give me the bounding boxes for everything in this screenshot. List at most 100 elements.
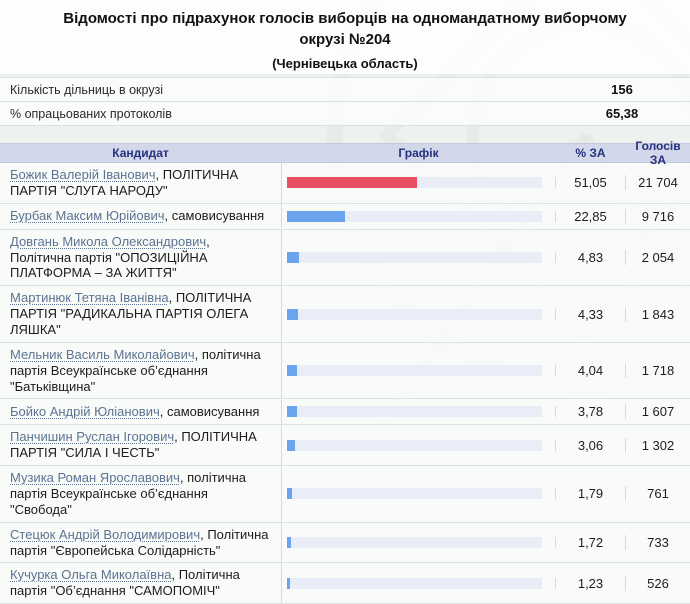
candidate-row: Мартинюк Тетяна Іванівна, ПОЛІТИЧНА ПАРТ… <box>0 286 690 343</box>
candidate-link[interactable]: Бойко Андрій Юліанович <box>10 404 160 420</box>
candidate-party: , самовисування <box>164 208 265 224</box>
districts-count-value: 156 <box>611 82 633 97</box>
results-rows: Божик Валерій Іванович, ПОЛІТИЧНА ПАРТІЯ… <box>0 163 690 604</box>
vote-bar-track <box>287 488 542 500</box>
vote-bar <box>287 177 418 189</box>
votes-cell: 526 <box>647 575 669 591</box>
vote-bar-track <box>287 406 542 418</box>
candidate-row: Музика Роман Ярославович, політична парт… <box>0 466 690 523</box>
candidate-row: Бойко Андрій Юліанович, самовисування 3,… <box>0 399 690 426</box>
percent-cell: 3,06 <box>556 437 626 453</box>
votes-cell: 761 <box>647 486 669 502</box>
candidate-link[interactable]: Стецюк Андрій Володимирович <box>10 526 201 542</box>
candidate-row: Кучурка Ольга Миколаївна, Політична парт… <box>0 563 690 604</box>
vote-bar <box>287 210 346 222</box>
protocols-percent-label: % опрацьованих протоколів <box>10 106 172 121</box>
votes-cell: 733 <box>647 535 669 551</box>
candidate-party: , ПОЛІТИЧНА ПАРТІЯ "РАДИКАЛЬНА ПАРТІЯ ОЛ… <box>10 290 252 338</box>
chart-cell <box>282 365 556 377</box>
candidate-link[interactable]: Кучурка Ольга Миколаївна <box>10 567 172 583</box>
votes-cell: 9 716 <box>641 208 675 224</box>
candidate-cell: Панчишин Руслан Ігорович, ПОЛІТИЧНА ПАРТ… <box>0 425 282 466</box>
chart-cell <box>282 308 556 320</box>
percent-cell: 4,83 <box>556 250 626 265</box>
candidate-link[interactable]: Мельник Василь Миколайович <box>10 346 195 362</box>
vote-bar-track <box>287 577 542 589</box>
vote-bar <box>287 439 295 451</box>
percent-cell: 4,33 <box>556 306 626 322</box>
vote-bar <box>287 577 291 589</box>
candidate-row: Довгань Микола Олександрович, Політична … <box>0 229 690 287</box>
vote-bar-track <box>287 308 542 320</box>
results-table: Кандидат Графік % ЗА Голосів ЗА Божик Ва… <box>0 139 690 604</box>
candidate-party: , політична партія Всеукраїнське об’єдна… <box>10 470 246 517</box>
vote-bar <box>287 252 300 263</box>
vote-bar <box>287 537 292 549</box>
districts-count-label: Кількість дільниць в окрузі <box>10 82 164 97</box>
votes-cell: 2 054 <box>641 250 675 265</box>
vote-bar-track <box>287 365 542 377</box>
candidate-cell: Кучурка Ольга Миколаївна, Політична парт… <box>0 563 282 604</box>
percent-cell: 1,79 <box>556 486 626 502</box>
candidate-party: , Політична партія "ОПОЗИЦІЙНА ПЛАТФОРМА… <box>10 233 210 281</box>
candidate-row: Панчишин Руслан Ігорович, ПОЛІТИЧНА ПАРТ… <box>0 425 690 467</box>
candidate-cell: Бойко Андрій Юліанович, самовисування <box>0 400 282 424</box>
percent-cell: 1,72 <box>556 535 626 551</box>
vote-bar <box>287 488 292 500</box>
candidate-cell: Бурбак Максим Юрійович, самовисування <box>0 204 282 229</box>
vote-bar-track <box>287 439 542 451</box>
summary-info: Кількість дільниць в окрузі 156 % опраць… <box>0 77 690 126</box>
candidate-party: , самовисування <box>159 404 260 420</box>
candidate-cell: Музика Роман Ярославович, політична парт… <box>0 466 282 522</box>
candidate-link[interactable]: Музика Роман Ярославович <box>10 470 180 486</box>
candidate-link[interactable]: Довгань Микола Олександрович <box>10 233 207 249</box>
header-votes: Голосів ЗА <box>635 139 681 167</box>
candidate-cell: Стецюк Андрій Володимирович, Політична п… <box>0 522 282 563</box>
percent-cell: 51,05 <box>556 175 626 191</box>
candidate-link[interactable]: Божик Валерій Іванович <box>10 167 156 182</box>
percent-cell: 4,04 <box>556 363 626 379</box>
chart-cell <box>282 210 556 222</box>
info-row-districts: Кількість дільниць в окрузі 156 <box>0 77 690 102</box>
candidate-party: , ПОЛІТИЧНА ПАРТІЯ "СИЛА І ЧЕСТЬ" <box>10 429 257 461</box>
candidate-row: Божик Валерій Іванович, ПОЛІТИЧНА ПАРТІЯ… <box>0 163 690 204</box>
header-percent: % ЗА <box>556 146 626 160</box>
vote-bar-track <box>287 210 542 222</box>
votes-cell: 1 607 <box>641 404 675 420</box>
chart-cell <box>282 177 556 189</box>
results-table-header: Кандидат Графік % ЗА Голосів ЗА <box>0 139 690 167</box>
candidate-link[interactable]: Мартинюк Тетяна Іванівна <box>10 290 169 306</box>
votes-cell: 1 718 <box>641 363 675 379</box>
vote-bar <box>287 406 297 418</box>
header-chart: Графік <box>282 146 556 160</box>
protocols-percent-value: 65,38 <box>605 106 639 121</box>
report-header: Відомості про підрахунок голосів виборці… <box>0 0 690 74</box>
percent-cell: 1,23 <box>556 575 626 591</box>
candidate-party: , ПОЛІТИЧНА ПАРТІЯ "СЛУГА НАРОДУ" <box>10 167 239 198</box>
vote-bar-track <box>287 177 542 189</box>
chart-cell <box>282 252 556 263</box>
info-row-protocols: % опрацьованих протоколів 65,38 <box>0 102 690 126</box>
candidate-row: Бурбак Максим Юрійович, самовисування 22… <box>0 203 690 230</box>
vote-bar-track <box>287 537 542 549</box>
candidate-cell: Божик Валерій Іванович, ПОЛІТИЧНА ПАРТІЯ… <box>0 163 282 203</box>
votes-cell: 21 704 <box>638 175 678 191</box>
vote-bar-track <box>287 252 542 263</box>
candidate-row: Мельник Василь Миколайович, політична па… <box>0 342 690 400</box>
page-title: Відомості про підрахунок голосів виборці… <box>63 10 627 48</box>
percent-cell: 3,78 <box>556 404 626 420</box>
candidate-cell: Довгань Микола Олександрович, Політична … <box>0 229 282 286</box>
candidate-link[interactable]: Бурбак Максим Юрійович <box>10 208 165 224</box>
vote-bar <box>287 308 299 320</box>
percent-cell: 22,85 <box>556 208 626 224</box>
page-subtitle: (Чернівецька область) <box>272 56 418 71</box>
candidate-row: Стецюк Андрій Володимирович, Політична п… <box>0 522 690 564</box>
candidate-link[interactable]: Панчишин Руслан Ігорович <box>10 429 175 445</box>
vote-bar <box>287 365 298 377</box>
chart-cell <box>282 488 556 500</box>
chart-cell <box>282 577 556 589</box>
chart-cell <box>282 439 556 451</box>
candidate-cell: Мельник Василь Миколайович, політична па… <box>0 342 282 399</box>
votes-cell: 1 843 <box>641 306 675 322</box>
chart-cell <box>282 406 556 418</box>
